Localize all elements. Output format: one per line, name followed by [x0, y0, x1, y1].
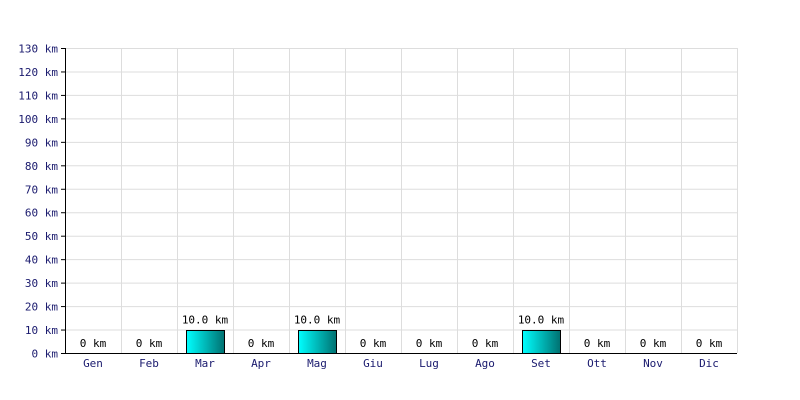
x-tick-label: Mar [195, 357, 215, 370]
data-label: 0 km [80, 337, 107, 350]
y-tick-label: 50 km [25, 230, 58, 243]
grid [65, 48, 738, 353]
data-label: 10.0 km [294, 314, 341, 327]
x-tick-label: Giu [363, 357, 383, 370]
y-tick-label: 110 km [18, 89, 58, 102]
x-tick-labels: Gen Feb Mar Apr Mag Giu Lug Ago Set Ott Nov Dic [83, 357, 719, 370]
y-tick-label: 90 km [25, 136, 58, 149]
data-label: 0 km [360, 337, 387, 350]
bar [186, 330, 225, 354]
data-label: 0 km [416, 337, 443, 350]
data-label: 0 km [472, 337, 499, 350]
bar [522, 330, 561, 354]
axes [61, 48, 737, 354]
x-tick-label: Dic [699, 357, 719, 370]
data-label: 10.0 km [518, 314, 565, 327]
y-tick-label: 80 km [25, 160, 58, 173]
data-label: 0 km [136, 337, 163, 350]
x-tick-label: Nov [643, 357, 663, 370]
y-tick-labels: 0 km 10 km 20 km 30 km 40 km 50 km 60 km 70 km 8… [18, 43, 58, 361]
y-tick-label: 130 km [18, 43, 58, 56]
data-label: 10.0 km [182, 314, 229, 327]
y-tick-label: 70 km [25, 183, 58, 196]
y-tick-label: 120 km [18, 66, 58, 79]
y-tick-label: 60 km [25, 207, 58, 220]
y-tick-label: 0 km [32, 348, 59, 361]
data-labels: 0 km 0 km 10.0 km 0 km 10.0 km 0 km 0 km 0 km 10… [80, 314, 723, 350]
bars [186, 330, 561, 354]
x-tick-label: Ott [587, 357, 607, 370]
data-label: 0 km [248, 337, 275, 350]
data-label: 0 km [584, 337, 611, 350]
y-tick-label: 20 km [25, 301, 58, 314]
y-tick-label: 40 km [25, 254, 58, 267]
y-tick-label: 30 km [25, 277, 58, 290]
y-tick-label: 100 km [18, 113, 58, 126]
x-tick-label: Mag [307, 357, 327, 370]
x-tick-label: Gen [83, 357, 103, 370]
bar [298, 330, 337, 354]
y-tick-label: 10 km [25, 324, 58, 337]
x-tick-label: Feb [139, 357, 159, 370]
x-tick-label: Apr [251, 357, 271, 370]
x-tick-label: Lug [419, 357, 439, 370]
data-label: 0 km [640, 337, 667, 350]
data-label: 0 km [696, 337, 723, 350]
x-tick-label: Set [531, 357, 551, 370]
x-tick-label: Ago [475, 357, 495, 370]
